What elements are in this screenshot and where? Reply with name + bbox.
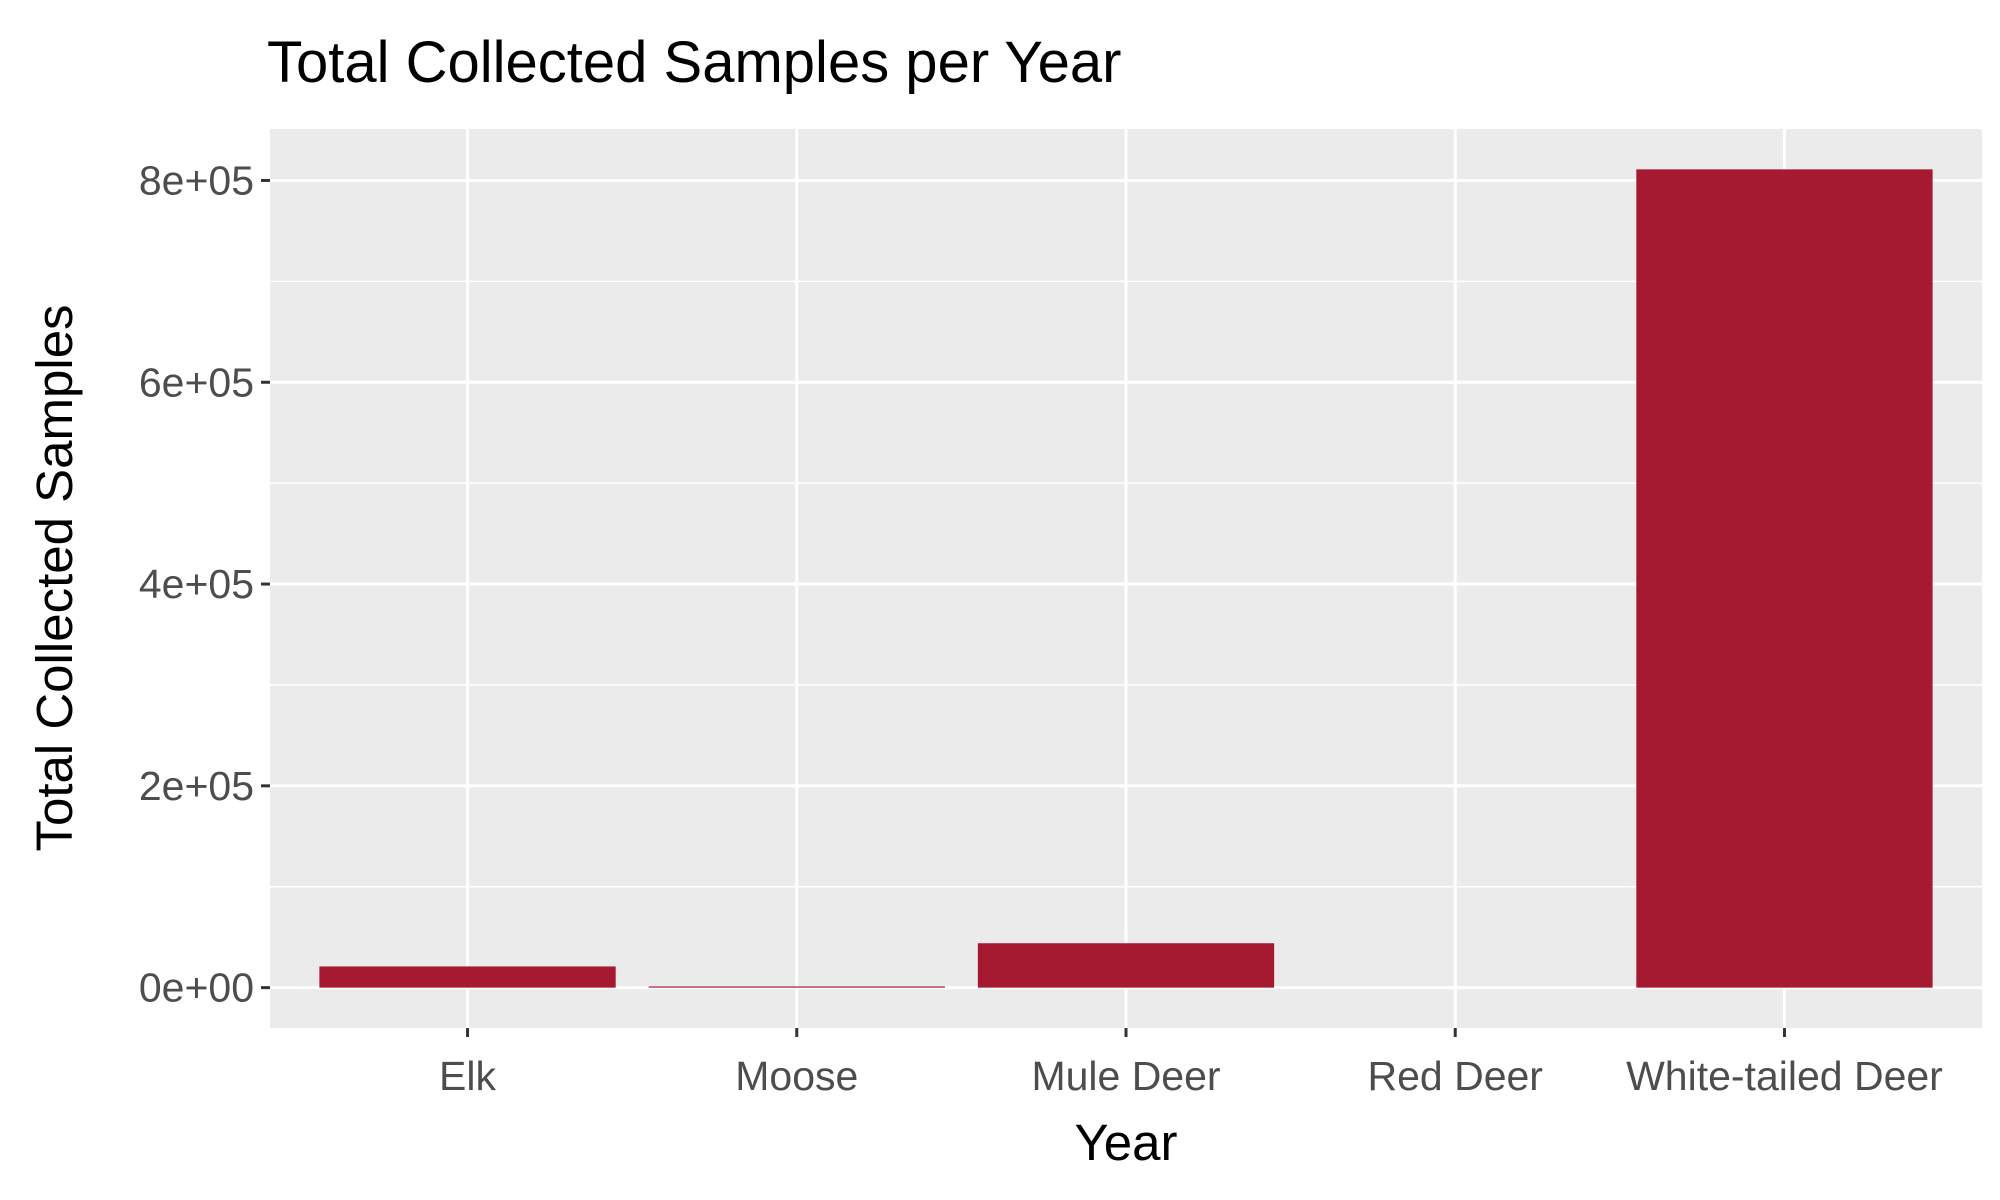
- y-axis-tick-label: 6e+05: [139, 359, 254, 405]
- bar-series: [319, 169, 1933, 988]
- chart-title: Total Collected Samples per Year: [267, 30, 1121, 95]
- x-axis-tick-label: Red Deer: [1367, 1053, 1542, 1099]
- y-axis-tick-label: 2e+05: [139, 763, 254, 809]
- x-axis-tick-label: Mule Deer: [1031, 1053, 1220, 1099]
- y-axis-title: Total Collected Samples: [26, 304, 83, 851]
- y-axis-tick-label: 4e+05: [139, 561, 254, 607]
- y-axis-tick-label: 0e+00: [139, 965, 254, 1011]
- x-axis: Elk Moose Mule Deer Red Deer White-tailed De…: [439, 1028, 1943, 1099]
- y-axis-tick-label: 8e+05: [139, 157, 254, 203]
- x-axis-tick-label: Moose: [735, 1053, 858, 1099]
- y-axis: 0e+00 2e+05 4e+05 6e+05 8e+05: [139, 157, 270, 1011]
- bar-mule-deer: [977, 943, 1275, 988]
- bar-moose: [648, 986, 945, 988]
- x-axis-tick-label: Elk: [439, 1053, 496, 1099]
- x-axis-tick-label: White-tailed Deer: [1626, 1053, 1943, 1099]
- bar-elk: [319, 966, 616, 988]
- x-axis-title: Year: [1074, 1114, 1177, 1171]
- bar-white-tailed-deer: [1636, 169, 1933, 988]
